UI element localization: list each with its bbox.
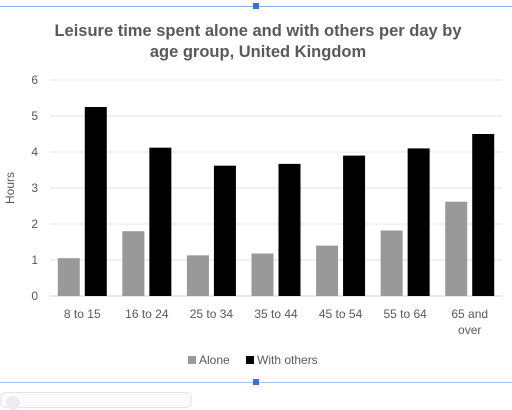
chart-title-line: Leisure time spent alone and with others… <box>54 22 462 40</box>
x-tick-label: 65 and <box>451 307 488 321</box>
bar-alone <box>122 231 145 296</box>
x-tick-label: 25 to 34 <box>190 307 234 321</box>
legend-label: Alone <box>199 353 230 367</box>
legend-label: With others <box>257 353 318 367</box>
x-tick-label: over <box>458 323 481 337</box>
y-axis-title: Hours <box>3 172 17 204</box>
resize-handle-bottom[interactable] <box>253 379 259 385</box>
y-tick-label: 0 <box>31 289 38 303</box>
y-tick-label: 6 <box>31 73 38 87</box>
y-tick-label: 1 <box>31 253 38 267</box>
bar-alone <box>380 230 403 296</box>
bar-alone <box>251 253 274 296</box>
bar-with-others <box>278 163 301 296</box>
bar-with-others <box>84 107 107 296</box>
bar-alone <box>316 245 339 296</box>
legend-swatch <box>188 356 196 364</box>
bar-chart: Leisure time spent alone and with others… <box>3 22 502 367</box>
legend-swatch <box>246 356 254 364</box>
bars <box>57 107 495 296</box>
x-tick-label: 8 to 15 <box>64 307 101 321</box>
x-tick-label: 45 to 54 <box>319 307 363 321</box>
x-tick-label: 16 to 24 <box>125 307 169 321</box>
y-tick-label: 4 <box>31 145 38 159</box>
x-tick-label: 35 to 44 <box>254 307 298 321</box>
bar-with-others <box>407 148 430 296</box>
gridlines <box>50 79 502 297</box>
bar-with-others <box>343 155 366 296</box>
chart-title: Leisure time spent alone and with others… <box>54 22 462 61</box>
chart-title-line: age group, United Kingdom <box>150 43 366 61</box>
y-axis-ticks: 0 1 2 3 4 5 6 <box>31 73 38 303</box>
bar-alone <box>445 201 468 296</box>
x-axis-ticks: 8 to 15 16 to 24 25 to 34 35 to 44 45 to 54 5… <box>64 307 488 337</box>
avatar <box>6 396 20 410</box>
y-tick-label: 5 <box>31 109 38 123</box>
bottom-panel-edge <box>0 392 192 408</box>
y-tick-label: 3 <box>31 181 38 195</box>
legend: Alone With others <box>188 353 318 367</box>
bar-alone <box>186 255 209 296</box>
bar-with-others <box>472 134 495 296</box>
bar-with-others <box>213 165 236 296</box>
bar-alone <box>57 258 80 296</box>
bar-with-others <box>149 147 172 296</box>
x-tick-label: 55 to 64 <box>383 307 427 321</box>
y-tick-label: 2 <box>31 217 38 231</box>
resize-handle-top[interactable] <box>253 3 259 9</box>
